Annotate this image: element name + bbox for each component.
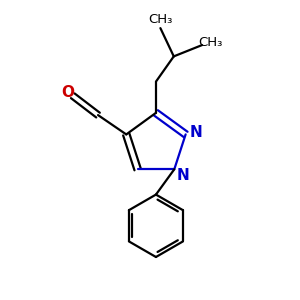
Text: CH₃: CH₃ <box>148 13 172 26</box>
Text: N: N <box>190 124 202 140</box>
Text: CH₃: CH₃ <box>199 36 223 49</box>
Text: O: O <box>61 85 74 100</box>
Text: N: N <box>176 168 189 183</box>
